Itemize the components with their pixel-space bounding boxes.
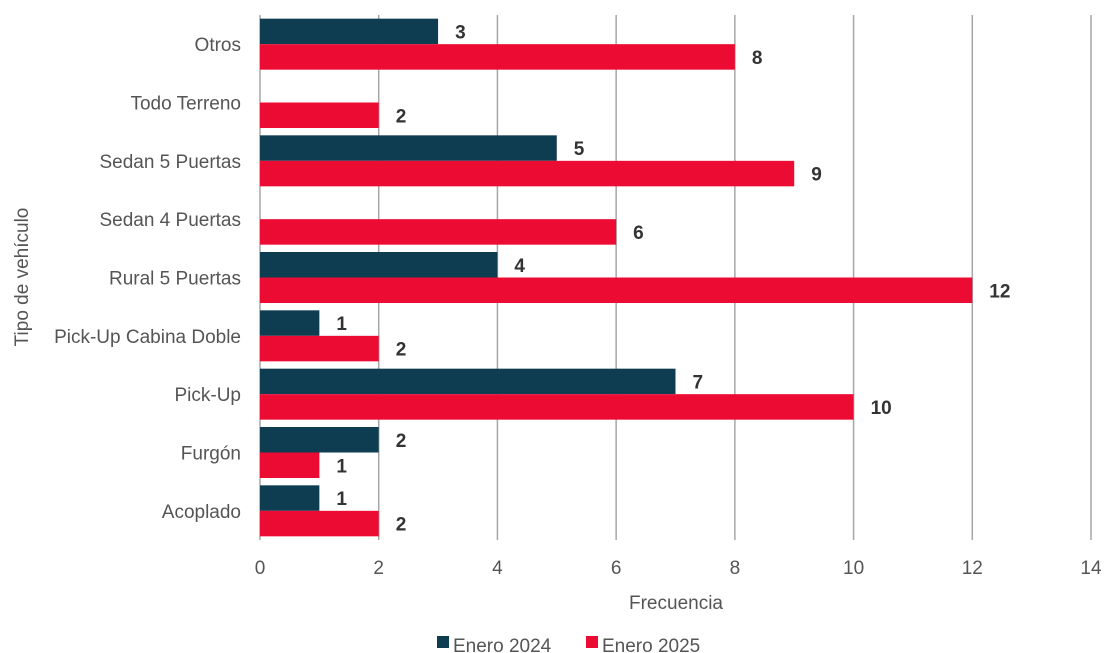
x-tick-label: 10	[843, 558, 864, 579]
category-labels: Otros Todo Terreno Sedan 5 Puertas Sedan 4 …	[54, 35, 241, 523]
x-tick-label: 6	[611, 558, 622, 579]
data-label: 7	[693, 372, 704, 393]
x-tick-label: 14	[1080, 558, 1102, 579]
data-label: 2	[396, 431, 407, 452]
category-label: Rural 5 Puertas	[109, 269, 241, 290]
data-label: 8	[752, 48, 763, 69]
data-label: 12	[989, 281, 1010, 302]
x-tick-label: 12	[962, 558, 983, 579]
bar	[260, 485, 320, 511]
bar	[260, 18, 439, 45]
bar	[260, 219, 617, 245]
legend-label: Enero 2025	[602, 636, 700, 653]
bars	[260, 18, 973, 537]
category-label: Otros	[195, 35, 241, 56]
bar	[260, 335, 379, 362]
data-label: 2	[396, 340, 407, 361]
bar	[260, 510, 379, 537]
bar	[260, 310, 320, 336]
data-label: 1	[336, 456, 347, 477]
y-axis-title: Tipo de vehículo	[12, 208, 33, 347]
data-label: 6	[633, 223, 644, 244]
legend-label: Enero 2024	[453, 636, 552, 653]
category-label: Todo Terreno	[130, 94, 241, 115]
x-tick-label: 8	[730, 558, 741, 579]
data-label: 5	[574, 139, 585, 160]
bar	[260, 427, 379, 453]
category-label: Pick-Up Cabina Doble	[54, 327, 241, 348]
data-label: 10	[871, 398, 892, 419]
bar	[260, 394, 854, 420]
x-tick-label: 0	[255, 558, 266, 579]
data-label: 3	[455, 22, 466, 43]
x-tick-label: 2	[373, 558, 384, 579]
bar	[260, 44, 735, 70]
bar	[260, 135, 557, 161]
data-label: 4	[514, 256, 525, 277]
bar	[260, 252, 498, 278]
data-label: 2	[396, 515, 407, 536]
bar	[260, 102, 379, 128]
category-label: Sedan 4 Puertas	[99, 210, 241, 231]
category-label: Sedan 5 Puertas	[99, 152, 241, 173]
legend-swatch	[437, 636, 449, 648]
bar	[260, 277, 973, 303]
x-axis-title: Frecuencia	[629, 593, 723, 614]
legend-swatch	[586, 636, 598, 648]
x-tick-label: 4	[492, 558, 503, 579]
data-label: 9	[811, 165, 822, 186]
data-label: 2	[396, 106, 407, 127]
legend: Enero 2024 Enero 2025	[437, 636, 700, 653]
bar	[260, 368, 676, 395]
data-label: 1	[336, 489, 347, 510]
category-label: Furgón	[181, 444, 241, 465]
data-label: 1	[336, 314, 347, 335]
bar	[260, 160, 795, 187]
bar	[260, 452, 320, 478]
category-label: Acoplado	[162, 502, 241, 523]
x-tick-labels: 0 2 4 6 8 10 12 14	[255, 558, 1102, 579]
category-label: Pick-Up	[174, 385, 241, 406]
